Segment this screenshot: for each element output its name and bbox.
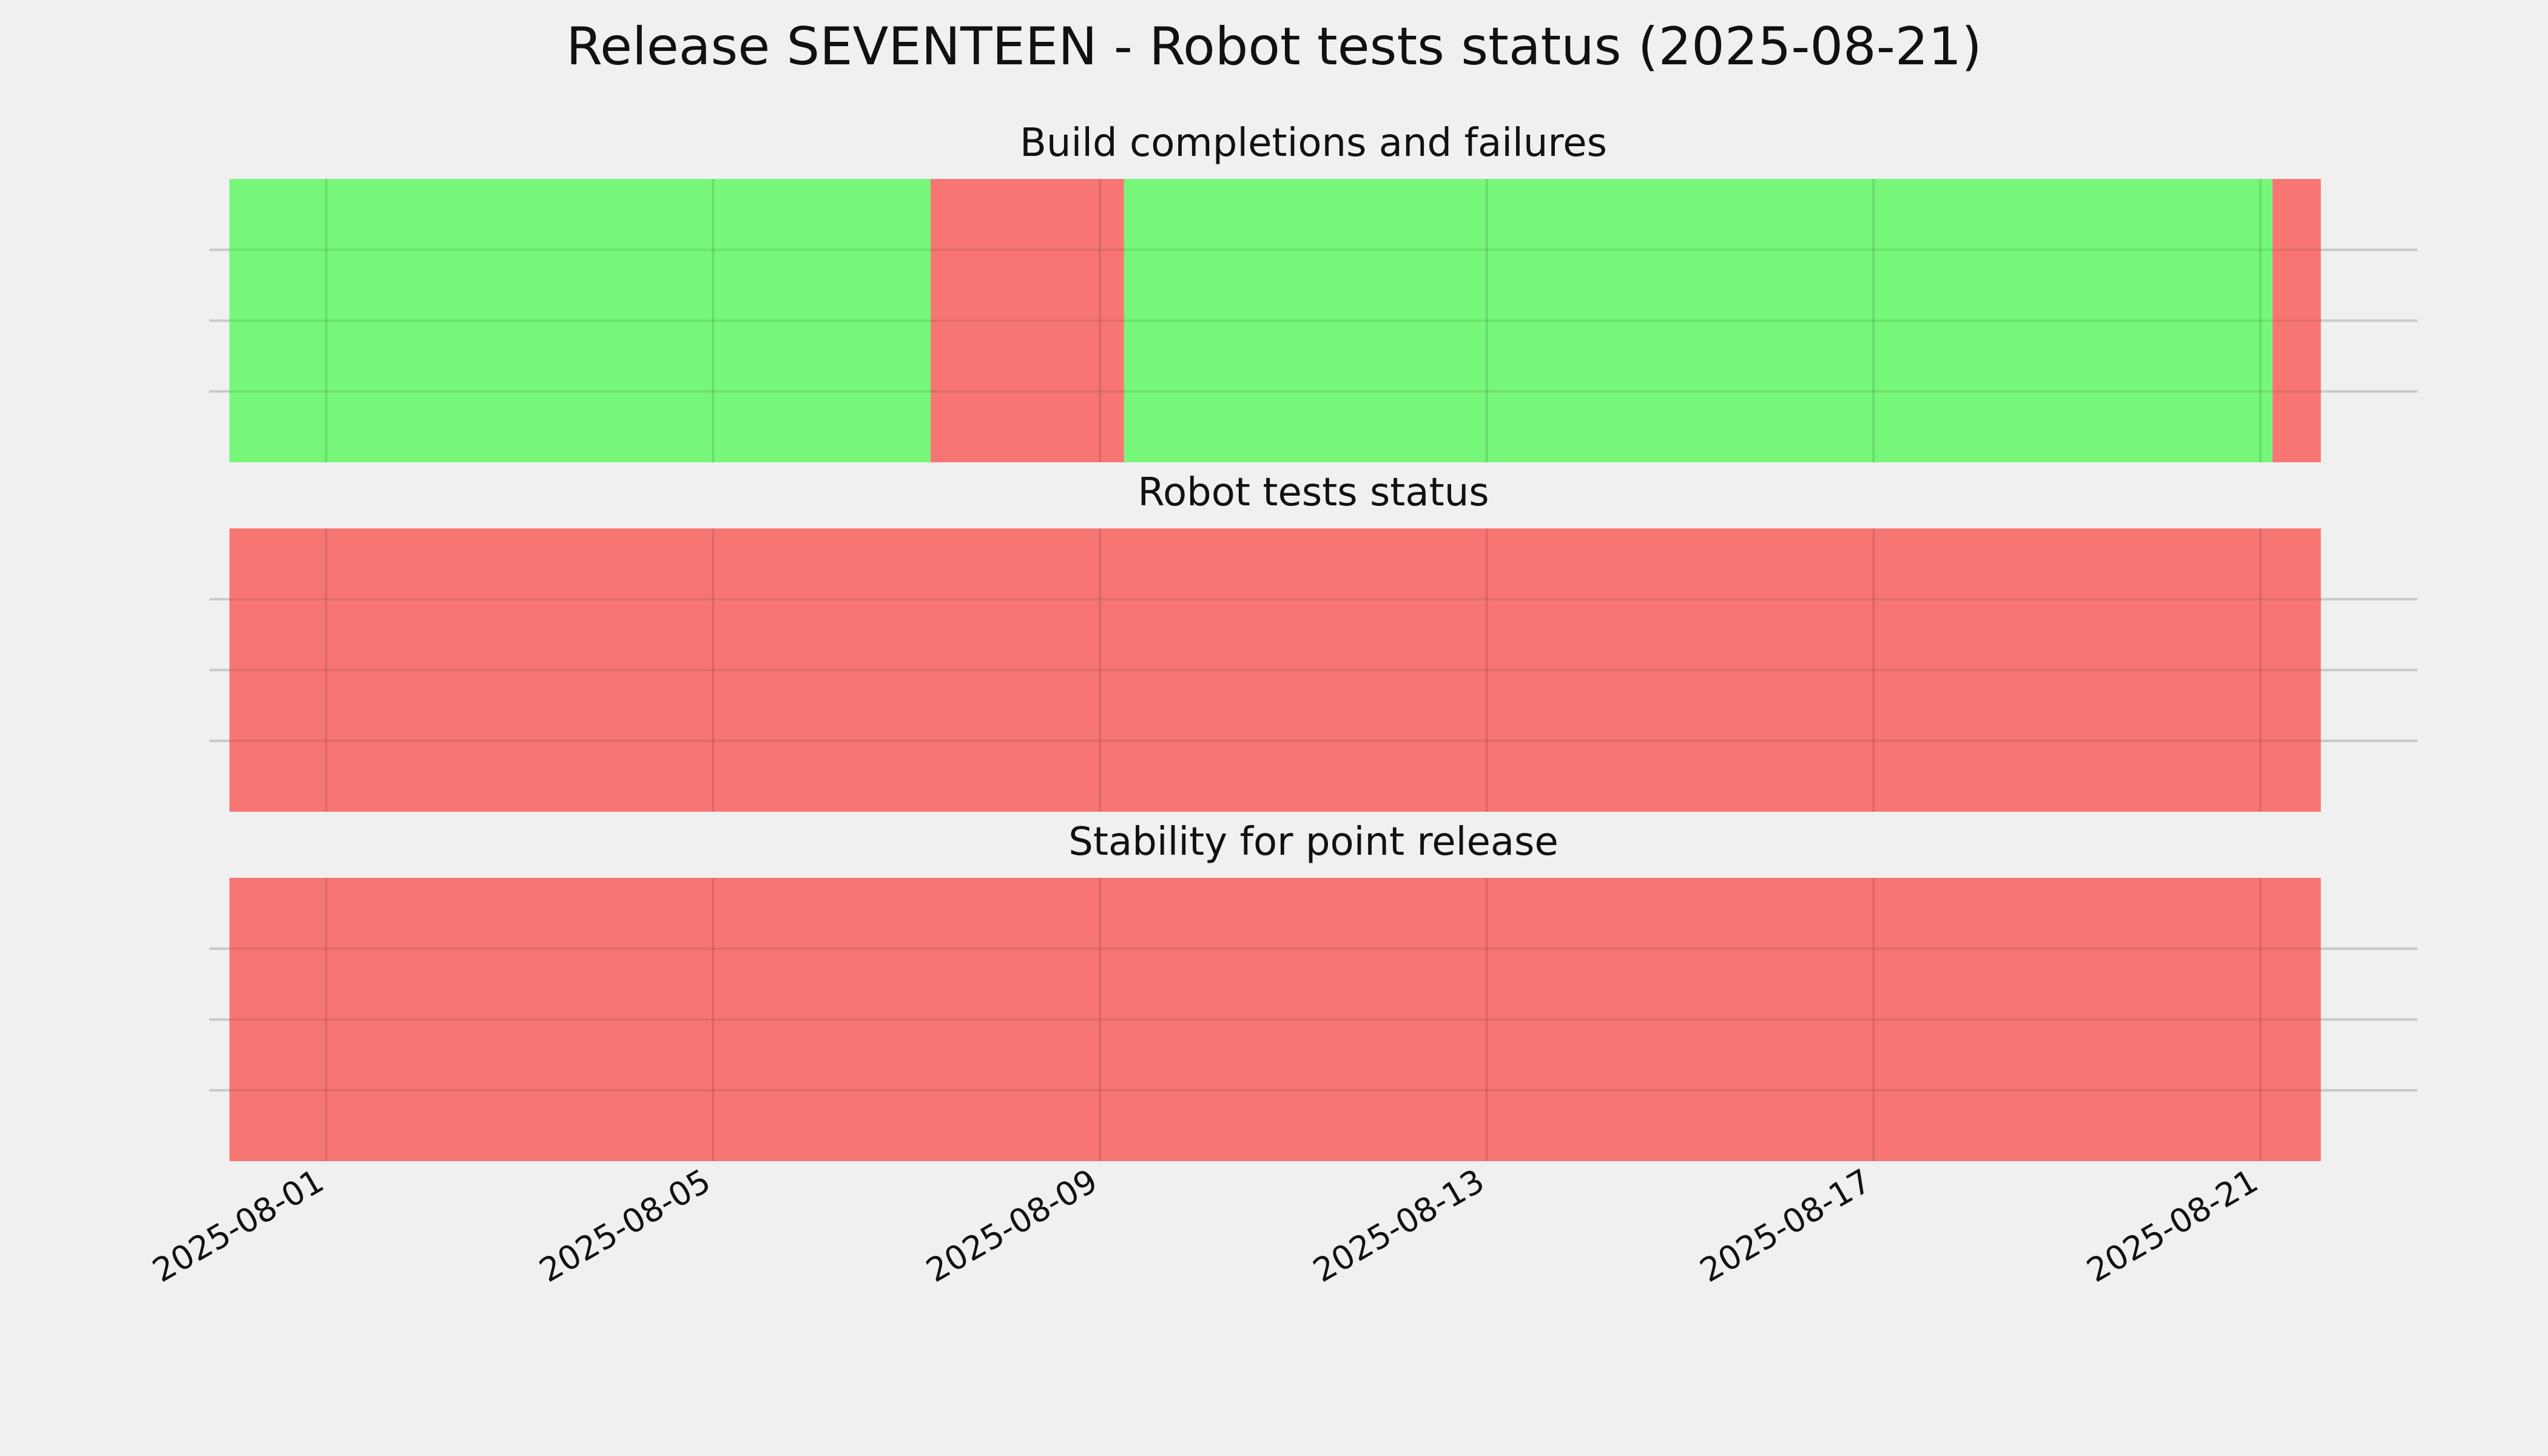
x-tick-label: 2025-08-21 [2080, 1162, 2264, 1290]
x-tick-label: 2025-08-01 [146, 1162, 330, 1290]
chart-title: Release SEVENTEEN - Robot tests status (… [566, 16, 1982, 77]
panel-title: Stability for point release [1068, 820, 1559, 864]
status-segment-fail [930, 179, 1124, 462]
panel-title: Build completions and failures [1020, 121, 1607, 166]
x-tick-label: 2025-08-09 [920, 1162, 1104, 1290]
status-segment-pass [229, 179, 931, 462]
x-tick-label: 2025-08-05 [533, 1162, 717, 1290]
status-segment-pass [1124, 179, 2273, 462]
panel-2: Robot tests status [209, 470, 2418, 812]
x-tick-label: 2025-08-13 [1307, 1162, 1491, 1290]
status-segment-fail [2272, 179, 2321, 462]
status-segment-fail [229, 878, 2321, 1161]
panel-3: Stability for point release [209, 820, 2418, 1161]
panels-group: Build completions and failures Robot test… [209, 121, 2418, 1161]
status-segment-fail [229, 528, 2321, 812]
x-tick-labels: 2025-08-01 2025-08-05 2025-08-09 2025-08-13… [146, 1162, 2265, 1290]
panel-1: Build completions and failures [209, 121, 2418, 462]
x-tick-label: 2025-08-17 [1694, 1162, 1878, 1290]
panel-title: Robot tests status [1138, 470, 1489, 515]
